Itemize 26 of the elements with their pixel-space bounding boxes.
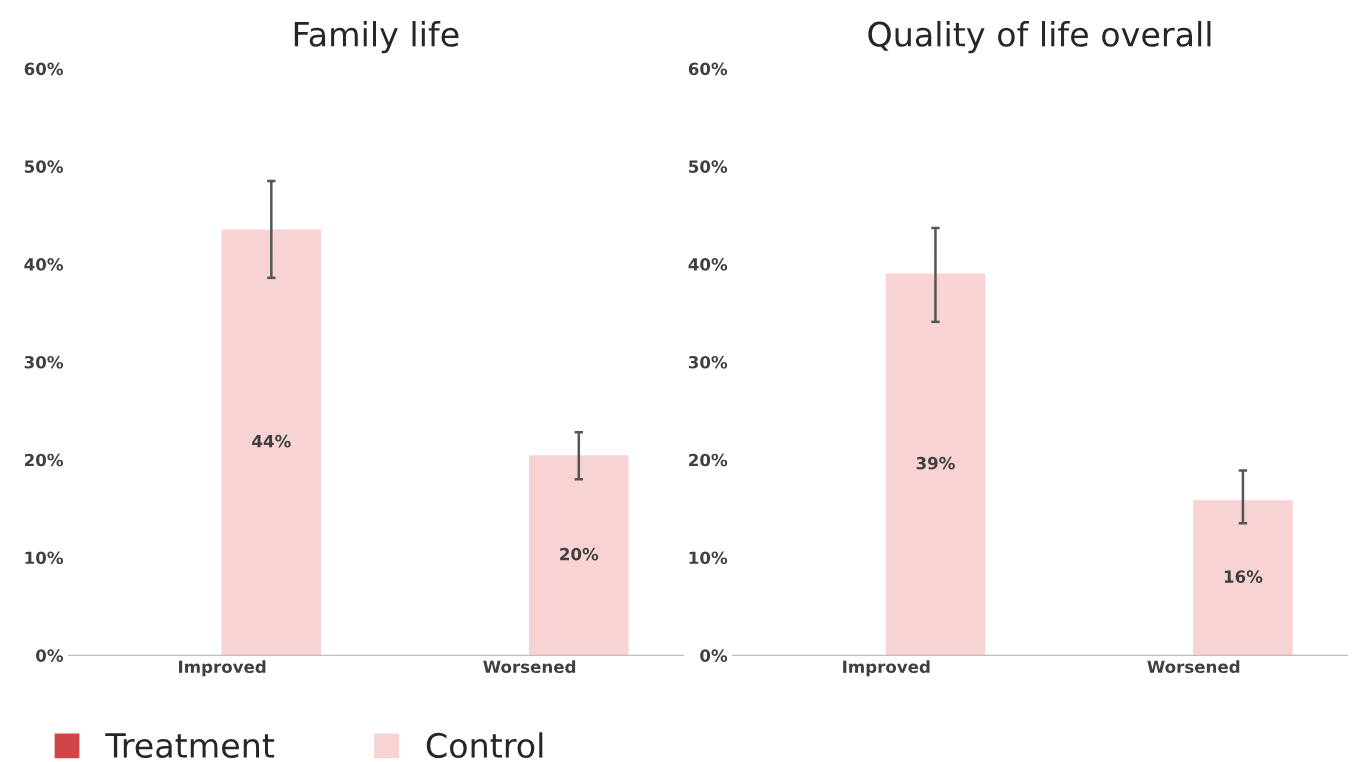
legend-label: Treatment — [105, 733, 275, 759]
y-tick-label: 10% — [25, 551, 64, 565]
x-tick-label: Improved — [179, 660, 266, 677]
y-tick-label: 30% — [24, 355, 64, 369]
y-tick-label: 0% — [36, 649, 64, 662]
y-tick-label: 50% — [24, 160, 64, 173]
y-tick-label: 40% — [688, 258, 728, 271]
x-tick-label: Improved — [843, 660, 930, 677]
y-tick-label: 40% — [24, 258, 64, 271]
y-tick-label: 0% — [700, 649, 728, 662]
y-tick-label: 60% — [688, 62, 728, 76]
data-label: 16% — [1224, 570, 1263, 583]
y-tick-label: 20% — [24, 453, 64, 467]
x-tick-label: Worsened — [483, 660, 576, 674]
data-label: 20% — [560, 547, 599, 561]
legend-label: Control — [426, 732, 543, 759]
y-tick-label: 10% — [689, 551, 728, 565]
x-tick-label: Worsened — [1147, 660, 1240, 674]
y-tick-label: 30% — [688, 355, 728, 369]
data-label: 39% — [916, 456, 955, 470]
y-tick-label: 50% — [689, 160, 728, 173]
y-tick-label: 20% — [689, 453, 728, 467]
data-label: 44% — [252, 434, 291, 448]
y-tick-label: 60% — [24, 62, 64, 76]
chart-title: Family life — [294, 21, 459, 54]
chart-title: Quality of life overall — [868, 21, 1211, 54]
